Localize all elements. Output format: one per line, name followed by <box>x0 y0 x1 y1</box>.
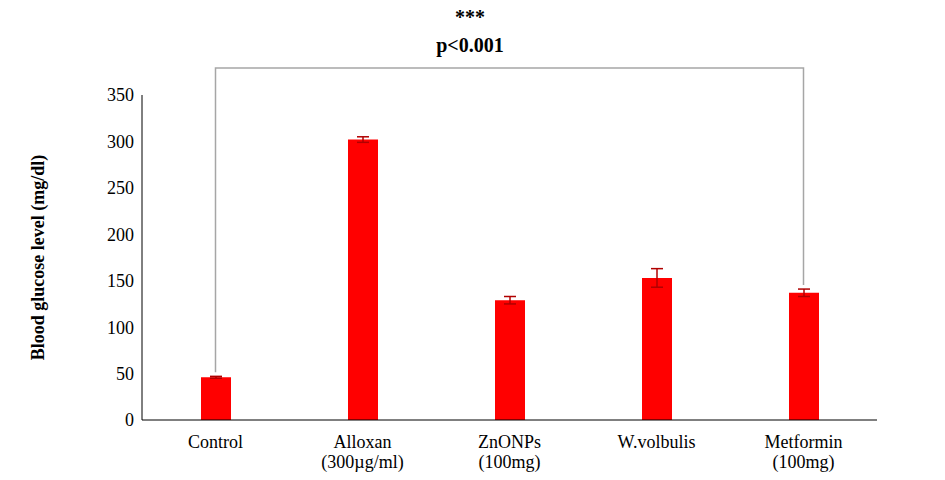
svg-text:p<0.001: p<0.001 <box>436 34 504 57</box>
svg-text:Alloxan(300µg/ml): Alloxan(300µg/ml) <box>321 432 403 472</box>
svg-text:150: 150 <box>107 271 134 291</box>
svg-text:200: 200 <box>107 225 134 245</box>
svg-text:50: 50 <box>116 364 134 384</box>
svg-text:100: 100 <box>107 318 134 338</box>
svg-text:W.volbulis: W.volbulis <box>618 432 696 452</box>
svg-text:0: 0 <box>125 410 134 430</box>
svg-text:***: *** <box>455 8 485 28</box>
svg-text:350: 350 <box>107 85 134 105</box>
svg-text:Metformin(100mg): Metformin(100mg) <box>765 432 843 472</box>
svg-text:Control: Control <box>188 432 243 452</box>
svg-text:ZnONPs(100mg): ZnONPs(100mg) <box>478 432 541 472</box>
svg-text:Blood glucose level (mg/dl): Blood glucose level (mg/dl) <box>28 155 49 361</box>
svg-text:250: 250 <box>107 178 134 198</box>
svg-text:300: 300 <box>107 132 134 152</box>
